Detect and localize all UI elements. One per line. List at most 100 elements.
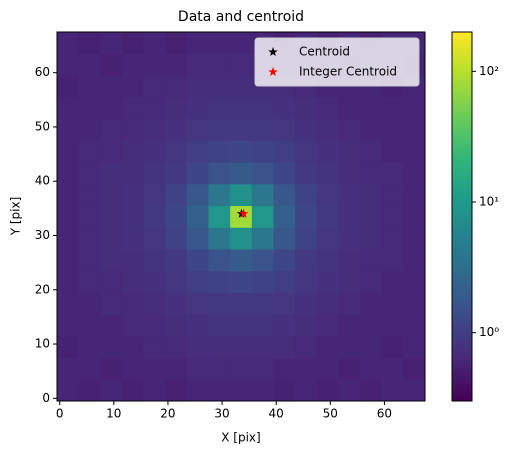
pixel [121,118,144,141]
pixel [403,249,426,272]
pixel [273,314,296,337]
pixel [316,97,339,120]
pixel [57,75,80,98]
pixel [338,118,361,141]
pixel [57,205,80,228]
pixel [143,249,166,272]
pixel [381,205,404,228]
plot-frame [56,31,426,402]
pixel [381,162,404,185]
pixel [316,249,339,272]
pixel [165,270,188,293]
pixel [381,97,404,120]
pixel [208,140,231,163]
pixel [100,205,123,228]
pixel [230,357,253,380]
pixel [143,162,166,185]
pixel [165,357,188,380]
y-tick-label: 50 [35,119,50,133]
pixel [165,32,188,55]
pixel [360,140,383,163]
pixel [186,227,209,250]
pixel [251,227,274,250]
pixel [143,183,166,207]
overlay: 0 10 20 30 40 50 60 0 10 20 30 40 50 60 Centroid Intege… [35,31,426,421]
legend-box [254,37,420,87]
pixel [251,183,274,207]
x-tick-label: 40 [269,407,284,421]
pixel [186,270,209,293]
pixel [403,140,426,163]
pixel [78,335,101,358]
pixel [403,270,426,293]
pixel [360,205,383,228]
pixel [316,379,339,402]
x-axis-label: X [pix] [221,431,260,445]
pixel [338,292,361,315]
pixel [78,379,101,402]
pixel [100,335,123,358]
pixel [121,183,144,207]
pixel [57,270,80,293]
pixel [100,357,123,380]
pixel [273,118,296,141]
pixel [338,140,361,163]
pixel [165,53,188,76]
pixel [208,162,231,185]
pixel [186,53,209,76]
pixel [186,292,209,315]
pixel [230,53,253,76]
pixel [186,314,209,337]
pixel [186,379,209,402]
pixel [121,292,144,315]
pixel [273,227,296,250]
pixel [295,97,318,120]
pixel [208,32,231,55]
pixel [186,183,209,207]
pixel [273,379,296,402]
pixel [208,357,231,380]
pixel [403,227,426,250]
pixel [165,205,188,228]
pixel [360,183,383,207]
pixel [143,314,166,337]
pixel [360,357,383,380]
pixel [143,118,166,141]
pixel [230,75,253,98]
pixel [273,205,296,228]
pixel [338,183,361,207]
pixel [360,249,383,272]
pixel [338,335,361,358]
pixel [78,53,101,76]
pixel [78,205,101,228]
pixel [186,357,209,380]
pixel [208,97,231,120]
pixel [78,97,101,120]
y-tick-label: 60 [35,65,50,79]
pixel [186,162,209,185]
pixel [57,314,80,337]
legend-label: Centroid [299,45,350,59]
pixel [121,140,144,163]
pixel [316,227,339,250]
pixel [251,162,274,185]
pixel [186,32,209,55]
pixel [100,292,123,315]
pixel [165,335,188,358]
pixel [273,140,296,163]
pixel [360,292,383,315]
pixel [251,335,274,358]
pixel [295,183,318,207]
pixel [295,292,318,315]
pixel [121,75,144,98]
pixel [403,183,426,207]
pixel [208,292,231,315]
pixel [165,227,188,250]
y-axis-label: Y [pix] [9,197,23,237]
pixel [121,97,144,120]
pixel [57,97,80,120]
pixel [251,270,274,293]
pixel [316,314,339,337]
pixel [57,379,80,402]
